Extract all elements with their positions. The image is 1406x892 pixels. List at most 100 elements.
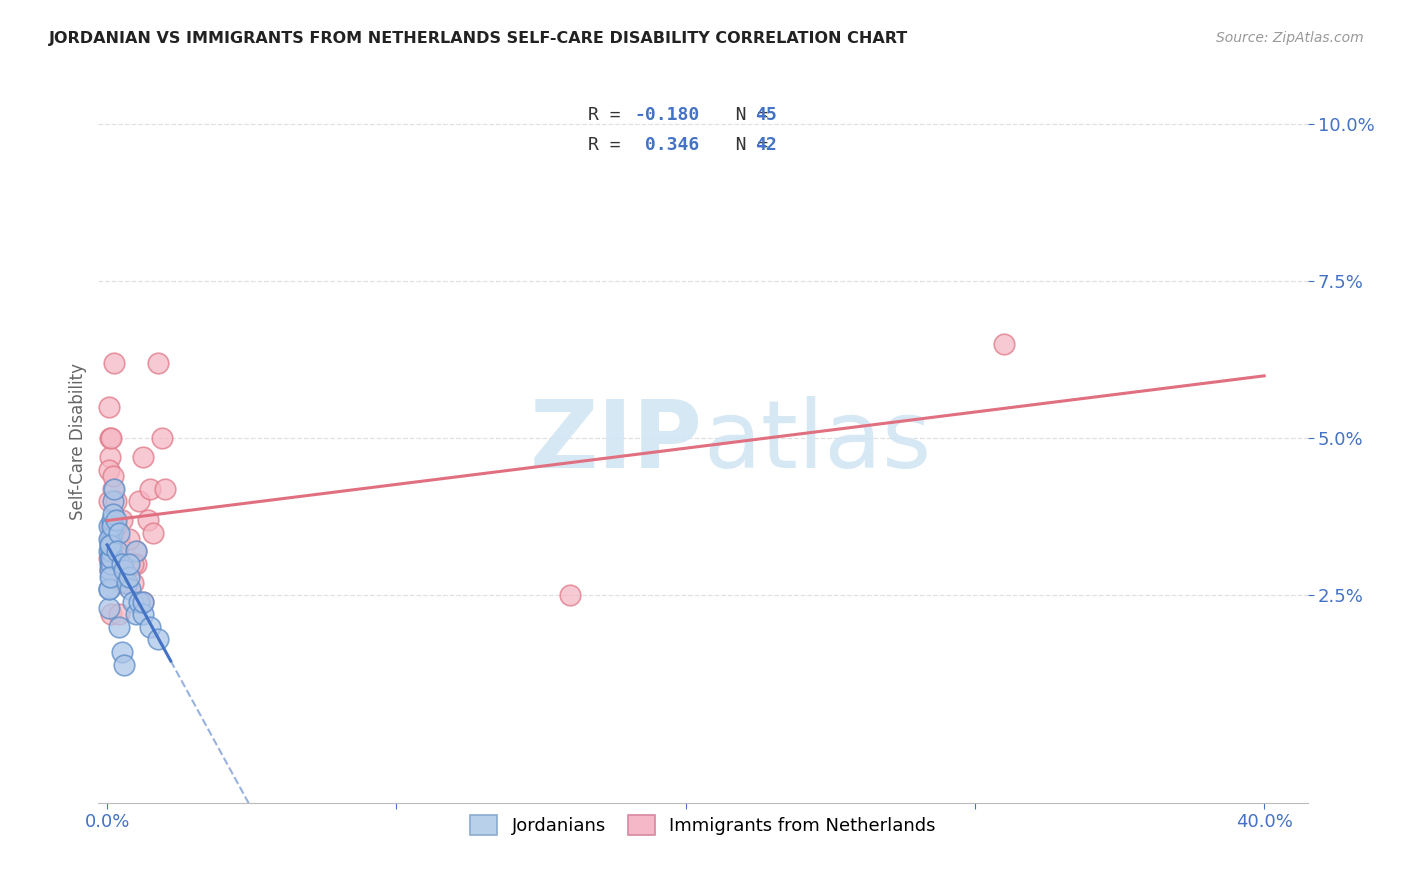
Point (103, 482, 125, 496)
Legend: Jordanians, Immigrants from Netherlands: Jordanians, Immigrants from Netherlands (460, 805, 946, 846)
Point (98, 450, 121, 465)
Text: R =: R = (588, 106, 631, 124)
Point (132, 595, 155, 609)
Point (100, 550, 122, 565)
Point (97, 544, 120, 558)
Point (117, 575, 139, 590)
Point (132, 607, 155, 622)
Text: N =: N = (703, 106, 779, 124)
Point (98, 550, 121, 565)
Point (103, 550, 125, 565)
Point (125, 557, 148, 571)
Point (101, 507, 124, 521)
Point (100, 569, 122, 583)
Point (114, 657, 136, 672)
Point (146, 356, 169, 370)
Point (100, 550, 122, 565)
Point (100, 557, 122, 571)
Point (97, 463, 120, 477)
Point (101, 525, 124, 540)
Point (101, 469, 124, 483)
Point (110, 575, 132, 590)
Text: 0.346: 0.346 (634, 136, 699, 154)
Point (98, 519, 121, 533)
Text: Source: ZipAtlas.com: Source: ZipAtlas.com (1216, 31, 1364, 45)
Point (98, 538, 121, 552)
Point (100, 544, 122, 558)
Point (104, 513, 127, 527)
Text: N =: N = (703, 136, 779, 154)
Y-axis label: Self-Care Disability: Self-Care Disability (69, 363, 87, 520)
Point (100, 607, 122, 622)
Point (104, 519, 127, 533)
Point (101, 519, 124, 533)
Point (120, 582, 142, 597)
Text: R =: R = (588, 136, 631, 154)
Point (100, 431, 122, 445)
Point (125, 607, 148, 622)
Point (122, 575, 145, 590)
Text: -0.180: -0.180 (634, 106, 699, 124)
Point (98, 569, 121, 583)
Point (98, 538, 121, 552)
Point (114, 544, 136, 558)
Point (100, 519, 122, 533)
Point (100, 519, 122, 533)
Point (107, 532, 129, 546)
Point (110, 557, 132, 571)
Point (136, 513, 159, 527)
Point (100, 538, 122, 552)
Point (118, 569, 141, 583)
Text: 42: 42 (755, 136, 776, 154)
Point (97, 494, 120, 508)
Point (98, 532, 121, 546)
Point (104, 494, 127, 508)
Point (132, 595, 155, 609)
Text: 45: 45 (755, 106, 776, 124)
Point (98, 532, 121, 546)
Point (97, 550, 120, 565)
Point (114, 563, 136, 577)
Point (98, 557, 121, 571)
Point (100, 513, 122, 527)
Point (107, 525, 129, 540)
Text: JORDANIAN VS IMMIGRANTS FROM NETHERLANDS SELF-CARE DISABILITY CORRELATION CHART: JORDANIAN VS IMMIGRANTS FROM NETHERLANDS… (49, 31, 908, 46)
Point (132, 450, 155, 465)
Point (98, 400, 121, 414)
Point (125, 544, 148, 558)
Point (101, 519, 124, 533)
Point (118, 557, 141, 571)
Point (103, 494, 125, 508)
Point (142, 525, 165, 540)
Point (98, 431, 121, 445)
Text: ZIP: ZIP (530, 395, 703, 488)
Point (146, 632, 169, 647)
Point (118, 532, 141, 546)
Point (125, 544, 148, 558)
Point (122, 557, 145, 571)
Point (993, 337, 1015, 351)
Point (98, 563, 121, 577)
Point (98, 582, 121, 597)
Point (153, 482, 176, 496)
Point (139, 482, 162, 496)
Point (105, 544, 128, 558)
Point (139, 620, 162, 634)
Point (103, 356, 125, 370)
Point (110, 645, 132, 659)
Point (558, 589, 581, 603)
Point (114, 575, 136, 590)
Point (107, 607, 129, 622)
Point (150, 431, 173, 445)
Point (101, 482, 124, 496)
Point (128, 494, 150, 508)
Point (128, 595, 150, 609)
Point (97, 601, 120, 615)
Text: atlas: atlas (703, 395, 931, 488)
Point (100, 532, 122, 546)
Point (122, 595, 145, 609)
Point (98, 582, 121, 597)
Point (98, 563, 121, 577)
Point (110, 513, 132, 527)
Point (107, 620, 129, 634)
